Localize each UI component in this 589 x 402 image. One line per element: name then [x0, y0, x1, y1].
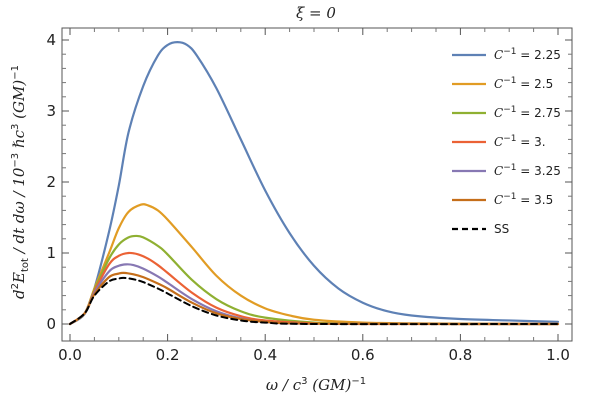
y-label-s3: 3 [10, 124, 21, 130]
y-axis: 0 1 2 3 4 [46, 31, 572, 333]
legend: C−1 = 2.25 C−1 = 2.5 C−1 = 2.75 C−1 = 3. C−1… [452, 47, 561, 236]
y-tick-label: 2 [46, 173, 56, 191]
y-tick-label: 3 [46, 102, 56, 120]
legend-entry-label: C−1 = 2.75 [494, 105, 561, 120]
series-line [69, 276, 559, 326]
x-label-main: ω / c [266, 376, 302, 394]
x-tick-label: 0.2 [156, 346, 180, 364]
x-tick-label: 0.4 [253, 346, 277, 364]
y-label-p3: / dt dω / 10 [10, 167, 28, 258]
y-label-p5: (GM) [10, 80, 28, 124]
y-label-sub: tot [20, 258, 31, 272]
y-label-s2: −3 [10, 153, 21, 168]
legend-entry-label: C−1 = 3.25 [494, 163, 561, 178]
y-label-p1: d [10, 289, 28, 299]
series-line [68, 271, 560, 326]
legend-entry-label: C−1 = 3. [494, 134, 546, 149]
chart-title: ξ = 0 [296, 4, 336, 22]
x-label-sup1: 3 [301, 376, 307, 387]
y-tick-label: 4 [46, 31, 56, 49]
y-label-s1: 2 [10, 283, 21, 289]
series-group [68, 41, 560, 326]
y-tick-label: 0 [46, 315, 56, 333]
series-line [68, 251, 560, 326]
x-tick-label: 0.6 [351, 346, 375, 364]
x-tick-label: 0.8 [448, 346, 472, 364]
y-axis-label: d2Etot / dt dω / 10−3 ℏc3 (GM)−1 [10, 65, 31, 299]
y-tick-label: 1 [46, 244, 56, 262]
y-label-p2: E [10, 272, 28, 284]
plot-frame [61, 27, 573, 342]
series-line [68, 263, 560, 326]
legend-entry-label: C−1 = 2.25 [494, 47, 561, 62]
x-label-sup2: −1 [351, 376, 366, 387]
plot-border [61, 27, 573, 342]
y-label-s4: −1 [10, 65, 21, 80]
y-label-p4: ℏc [10, 129, 28, 152]
legend-entry-label: C−1 = 2.5 [494, 76, 553, 91]
series-line [68, 234, 560, 326]
x-axis: 0.0 0.2 0.4 0.6 0.8 1.0 [58, 28, 570, 364]
legend-entry-label: C−1 = 3.5 [494, 192, 553, 207]
x-label-rest: (GM) [308, 376, 352, 394]
x-tick-label: 0.0 [58, 346, 82, 364]
x-tick-label: 1.0 [546, 346, 570, 364]
legend-entry-label: SS [494, 222, 509, 236]
x-axis-label: ω / c3 (GM)−1 [266, 376, 366, 394]
series-line [68, 41, 560, 326]
